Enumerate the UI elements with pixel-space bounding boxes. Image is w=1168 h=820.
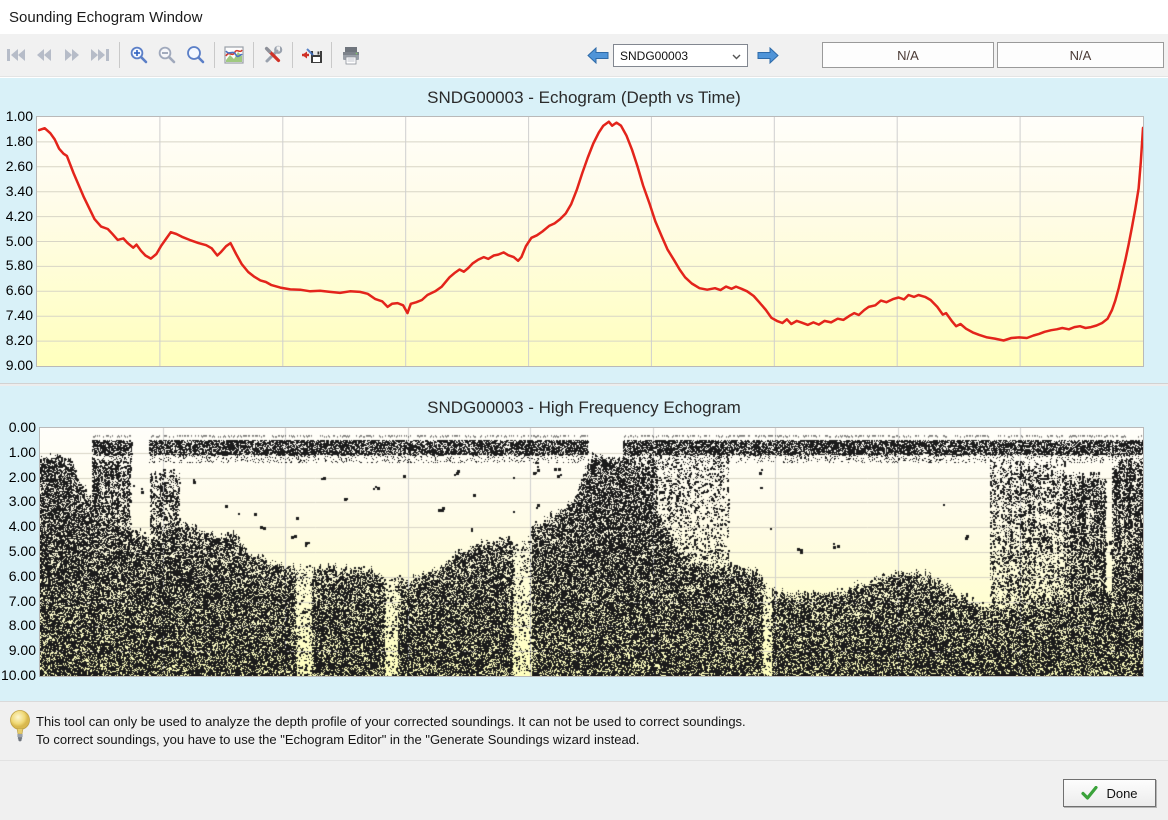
first-record-button[interactable] xyxy=(2,40,30,70)
y-tick-label: 1.00 xyxy=(8,443,36,460)
na-button-2[interactable]: N/A xyxy=(997,42,1164,68)
footer-bar: Done xyxy=(0,760,1168,820)
y-tick-label: 5.00 xyxy=(5,232,33,249)
tools-icon xyxy=(263,45,283,65)
chart-settings-icon xyxy=(224,46,244,64)
next-sounding-button[interactable] xyxy=(755,42,781,68)
high-frequency-echogram-plot[interactable] xyxy=(39,427,1144,677)
y-tick-label: 5.80 xyxy=(5,257,33,274)
toolbar-separator xyxy=(214,42,215,68)
depth-profile-plot[interactable] xyxy=(36,116,1144,367)
sounding-record-combobox[interactable]: SNDG00003 xyxy=(613,44,748,67)
y-tick-label: 4.20 xyxy=(5,207,33,224)
next-record-button[interactable] xyxy=(58,40,86,70)
hint-line-2: To correct soundings, you have to use th… xyxy=(36,732,640,747)
zoom-reset-button[interactable] xyxy=(181,40,209,70)
panel-divider xyxy=(0,383,1168,386)
y-tick-label: 2.60 xyxy=(5,157,33,174)
zoom-in-icon xyxy=(129,45,149,65)
previous-record-icon xyxy=(36,48,52,62)
echogram-noise-canvas xyxy=(40,428,1143,676)
done-button-label: Done xyxy=(1106,785,1138,801)
previous-sounding-button[interactable] xyxy=(585,42,611,68)
y-tick-label: 5.00 xyxy=(8,543,36,559)
window-title: Sounding Echogram Window xyxy=(9,9,203,26)
last-record-icon xyxy=(90,48,110,62)
sounding-record-value: SNDG00003 xyxy=(620,48,689,63)
y-tick-label: 1.00 xyxy=(5,108,33,124)
tools-button[interactable] xyxy=(259,40,287,70)
toolbar-separator xyxy=(253,42,254,68)
lightbulb-icon xyxy=(8,708,32,744)
y-tick-label: 4.00 xyxy=(8,518,36,535)
toolbar-left-group xyxy=(2,34,365,76)
y-tick-label: 3.40 xyxy=(5,182,33,199)
depth-profile-chart-title: SNDG00003 - Echogram (Depth vs Time) xyxy=(427,88,741,107)
print-icon xyxy=(341,46,361,65)
hint-line-1: This tool can only be used to analyze th… xyxy=(36,714,746,729)
y-tick-label: 7.40 xyxy=(5,307,33,324)
next-record-icon xyxy=(64,48,80,62)
y-tick-label: 9.00 xyxy=(5,357,33,373)
hint-panel: This tool can only be used to analyze th… xyxy=(0,701,1168,760)
zoom-out-icon xyxy=(157,45,177,65)
toolbar-separator xyxy=(292,42,293,68)
previous-sounding-arrow-icon xyxy=(587,46,609,64)
save-view-icon xyxy=(301,46,323,64)
first-record-icon xyxy=(6,48,26,62)
y-tick-label: 3.00 xyxy=(8,493,36,510)
chevron-down-icon xyxy=(732,52,741,61)
next-sounding-arrow-icon xyxy=(757,46,779,64)
high-frequency-echogram-title: SNDG00003 - High Frequency Echogram xyxy=(427,398,741,417)
y-tick-label: 6.60 xyxy=(5,282,33,299)
print-button[interactable] xyxy=(337,40,365,70)
y-tick-label: 1.80 xyxy=(5,132,33,149)
high-frequency-echogram-panel: SNDG00003 - High Frequency Echogram 0.00… xyxy=(0,386,1168,701)
toolbar-separator xyxy=(119,42,120,68)
window-titlebar: Sounding Echogram Window xyxy=(0,0,1168,34)
depth-line-chart xyxy=(37,117,1143,366)
y-tick-label: 8.20 xyxy=(5,332,33,349)
y-tick-label: 8.00 xyxy=(8,617,36,634)
done-button[interactable]: Done xyxy=(1063,779,1156,807)
depth-profile-chart-panel: SNDG00003 - Echogram (Depth vs Time) 1.0… xyxy=(0,78,1168,383)
zoom-in-button[interactable] xyxy=(125,40,153,70)
y-tick-label: 0.00 xyxy=(8,419,36,435)
toolbar: SNDG00003 N/A N/A xyxy=(0,34,1168,77)
check-icon xyxy=(1081,786,1099,800)
na-button-1[interactable]: N/A xyxy=(822,42,994,68)
y-tick-label: 10.00 xyxy=(0,667,36,683)
save-view-button[interactable] xyxy=(298,40,326,70)
y-tick-label: 6.00 xyxy=(8,567,36,584)
y-tick-label: 2.00 xyxy=(8,468,36,485)
y-tick-label: 7.00 xyxy=(8,592,36,609)
last-record-button[interactable] xyxy=(86,40,114,70)
chart-settings-button[interactable] xyxy=(220,40,248,70)
zoom-out-button[interactable] xyxy=(153,40,181,70)
toolbar-separator xyxy=(331,42,332,68)
zoom-icon xyxy=(185,45,205,65)
previous-record-button[interactable] xyxy=(30,40,58,70)
y-tick-label: 9.00 xyxy=(8,642,36,659)
